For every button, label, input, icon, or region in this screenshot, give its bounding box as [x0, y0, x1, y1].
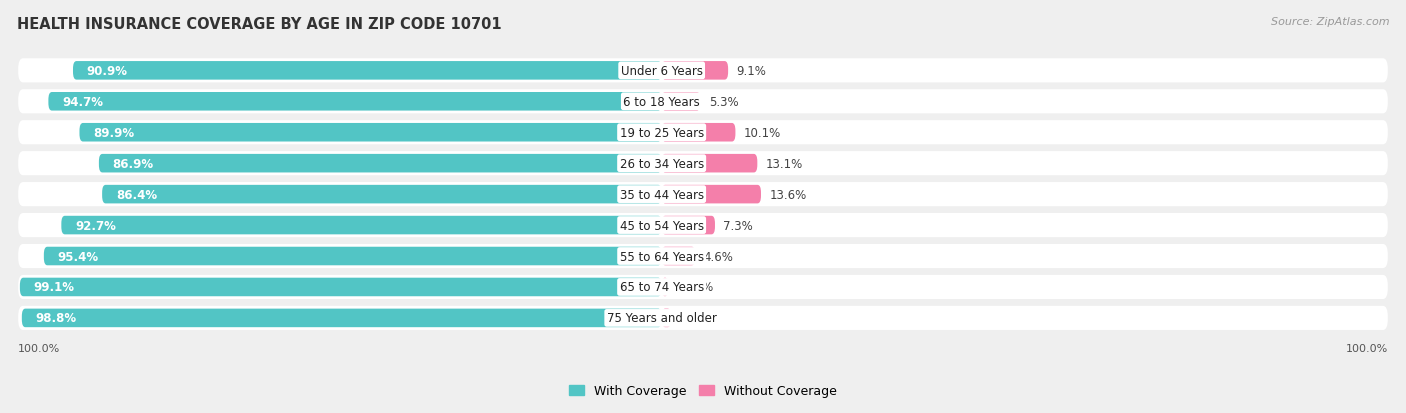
- FancyBboxPatch shape: [662, 247, 695, 266]
- Text: 75 Years and older: 75 Years and older: [607, 312, 717, 325]
- FancyBboxPatch shape: [662, 62, 728, 81]
- FancyBboxPatch shape: [18, 244, 1388, 268]
- FancyBboxPatch shape: [98, 154, 662, 173]
- FancyBboxPatch shape: [18, 306, 1388, 330]
- Text: 26 to 34 Years: 26 to 34 Years: [620, 157, 704, 170]
- Text: 19 to 25 Years: 19 to 25 Years: [620, 126, 704, 140]
- FancyBboxPatch shape: [18, 59, 1388, 83]
- FancyBboxPatch shape: [18, 214, 1388, 237]
- FancyBboxPatch shape: [18, 121, 1388, 145]
- Text: 5.3%: 5.3%: [709, 95, 738, 109]
- Text: 92.7%: 92.7%: [75, 219, 115, 232]
- Text: 1.3%: 1.3%: [679, 312, 709, 325]
- Text: 98.8%: 98.8%: [35, 312, 77, 325]
- FancyBboxPatch shape: [662, 123, 735, 142]
- FancyBboxPatch shape: [662, 185, 761, 204]
- FancyBboxPatch shape: [62, 216, 662, 235]
- Text: 100.0%: 100.0%: [18, 344, 60, 354]
- Legend: With Coverage, Without Coverage: With Coverage, Without Coverage: [564, 380, 842, 402]
- FancyBboxPatch shape: [22, 309, 662, 328]
- FancyBboxPatch shape: [18, 275, 1388, 299]
- Text: 90.9%: 90.9%: [87, 65, 128, 78]
- Text: 6 to 18 Years: 6 to 18 Years: [623, 95, 700, 109]
- FancyBboxPatch shape: [103, 185, 662, 204]
- FancyBboxPatch shape: [662, 93, 700, 111]
- Text: 100.0%: 100.0%: [1346, 344, 1388, 354]
- Text: Under 6 Years: Under 6 Years: [620, 65, 703, 78]
- FancyBboxPatch shape: [662, 216, 716, 235]
- Text: 0.91%: 0.91%: [676, 281, 714, 294]
- Text: 95.4%: 95.4%: [58, 250, 98, 263]
- FancyBboxPatch shape: [662, 309, 671, 328]
- Text: 99.1%: 99.1%: [34, 281, 75, 294]
- Text: 13.1%: 13.1%: [766, 157, 803, 170]
- Text: Source: ZipAtlas.com: Source: ZipAtlas.com: [1271, 17, 1389, 26]
- Text: 13.6%: 13.6%: [769, 188, 807, 201]
- FancyBboxPatch shape: [18, 152, 1388, 176]
- FancyBboxPatch shape: [80, 123, 662, 142]
- FancyBboxPatch shape: [18, 183, 1388, 206]
- FancyBboxPatch shape: [73, 62, 662, 81]
- Text: 86.4%: 86.4%: [115, 188, 157, 201]
- Text: 55 to 64 Years: 55 to 64 Years: [620, 250, 704, 263]
- FancyBboxPatch shape: [662, 278, 668, 297]
- FancyBboxPatch shape: [20, 278, 662, 297]
- Text: 89.9%: 89.9%: [93, 126, 135, 140]
- Text: 9.1%: 9.1%: [737, 65, 766, 78]
- Text: 4.6%: 4.6%: [703, 250, 734, 263]
- Text: 65 to 74 Years: 65 to 74 Years: [620, 281, 704, 294]
- Text: 10.1%: 10.1%: [744, 126, 780, 140]
- Text: 35 to 44 Years: 35 to 44 Years: [620, 188, 704, 201]
- Text: 86.9%: 86.9%: [112, 157, 153, 170]
- FancyBboxPatch shape: [662, 154, 758, 173]
- FancyBboxPatch shape: [44, 247, 662, 266]
- Text: 7.3%: 7.3%: [723, 219, 754, 232]
- FancyBboxPatch shape: [48, 93, 662, 111]
- FancyBboxPatch shape: [18, 90, 1388, 114]
- Text: 94.7%: 94.7%: [62, 95, 103, 109]
- Text: HEALTH INSURANCE COVERAGE BY AGE IN ZIP CODE 10701: HEALTH INSURANCE COVERAGE BY AGE IN ZIP …: [17, 17, 502, 31]
- Text: 45 to 54 Years: 45 to 54 Years: [620, 219, 704, 232]
